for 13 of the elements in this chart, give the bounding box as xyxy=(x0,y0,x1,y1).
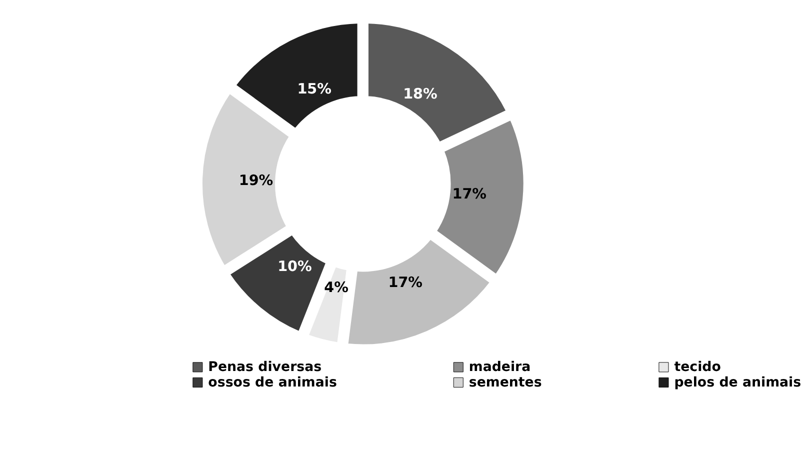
data-label: 18% xyxy=(403,86,438,102)
data-label: 10% xyxy=(278,259,312,276)
data-label: 4% xyxy=(324,280,348,296)
legend-label: ossos de animais xyxy=(208,375,337,390)
data-label: 17% xyxy=(452,186,487,203)
legend-label: sementes xyxy=(468,375,542,390)
legend-label: madeira xyxy=(468,360,531,376)
legend-label: tecido xyxy=(674,360,721,376)
legend-label: Penas diversas xyxy=(208,360,322,376)
data-label: 19% xyxy=(238,173,274,190)
data-label: 17% xyxy=(388,274,422,291)
legend-label: pelos de animais xyxy=(674,375,802,390)
data-label: 15% xyxy=(297,81,332,98)
